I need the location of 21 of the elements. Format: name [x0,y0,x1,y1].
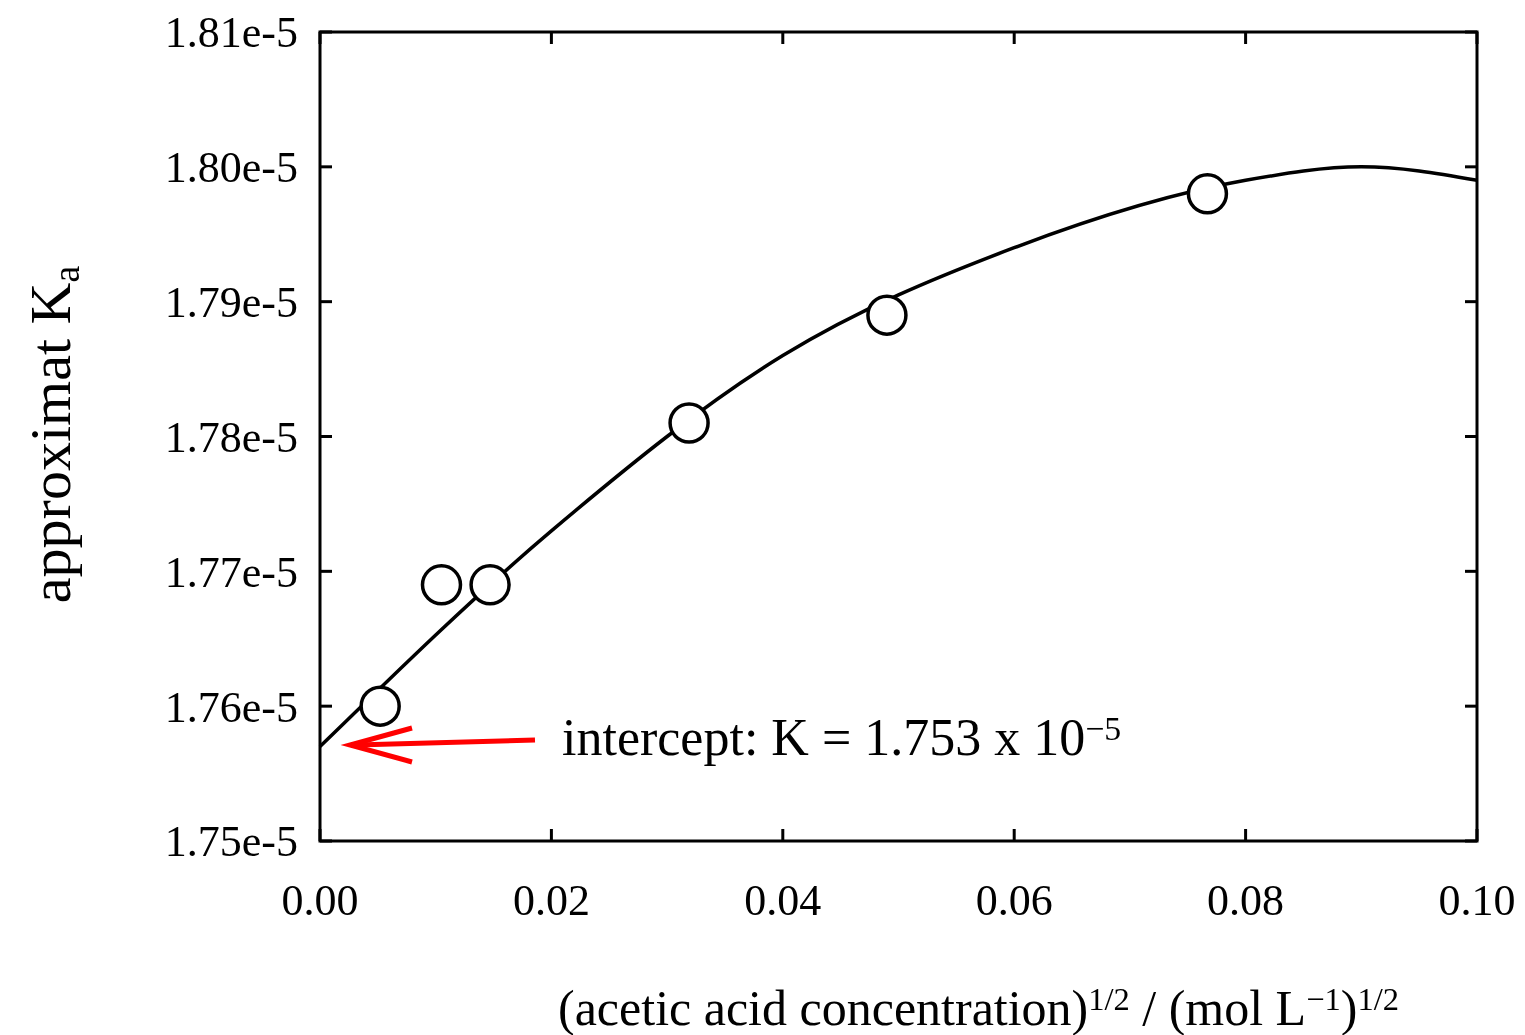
x-tick-label: 0.08 [1207,876,1285,925]
point [420,564,463,606]
x-tick-label: 0.04 [744,876,822,925]
y-tick-label: 1.77e-5 [164,547,298,597]
x-axis-title: (acetic acid concentration)$^{1/2}$ / (mol L$^{−1}$)$^{1/2}$ [558,980,1399,1035]
x-tick-label: 0.06 [975,876,1053,925]
point [359,685,401,727]
x-tick-label: 0.00 [281,876,359,925]
point [668,402,710,444]
y-tick-label: 1.80e-5 [164,143,298,193]
y-tick-label: 1.81e-5 [164,8,298,58]
x-tick-label: 0.02 [512,876,590,925]
y-tick-label: 1.75e-5 [164,817,298,867]
point [866,294,908,336]
point [1186,173,1229,215]
y-tick-label: 1.78e-5 [164,412,298,462]
point [469,564,511,606]
x-tick-label: 0.10 [1438,876,1516,925]
y-tick-label: 1.76e-5 [164,682,298,732]
annotation: intercept: K = 1.753 x 10$^{−5}$ [562,709,1122,766]
y-tick-label: 1.79e-5 [164,278,298,328]
